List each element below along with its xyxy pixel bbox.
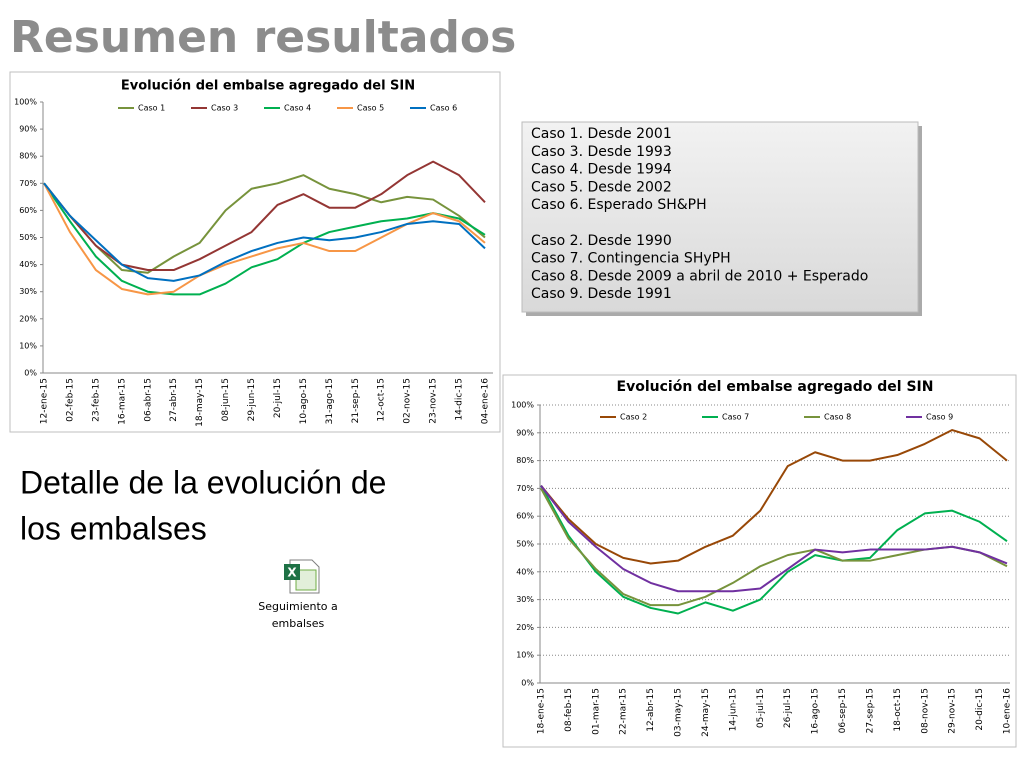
x-tick-label: 02-feb-15 <box>65 378 75 422</box>
cases-box <box>521 121 919 313</box>
series-line <box>43 182 486 296</box>
x-tick-label: 20-dic-15 <box>975 688 985 731</box>
slide-title: Resumen resultados <box>10 12 516 63</box>
x-tick-label: 14-jun-15 <box>728 688 738 731</box>
x-tick-label: 06-sep-15 <box>838 688 848 733</box>
x-tick-label: 04-ene-16 <box>481 378 491 424</box>
x-tick-label: 10-ago-15 <box>299 378 309 424</box>
x-tick-label: 23-nov-15 <box>429 378 439 424</box>
x-tick-label: 26-jul-15 <box>783 688 793 728</box>
x-tick-label: 21-sep-15 <box>351 378 361 423</box>
y-tick-label: 10% <box>19 341 37 350</box>
chart-title: Evolución del embalse agregado del SIN <box>121 79 415 94</box>
detail-text: los embalses <box>20 510 207 546</box>
y-tick-label: 60% <box>19 206 37 215</box>
y-tick-label: 50% <box>516 540 534 549</box>
y-tick-label: 0% <box>521 679 534 688</box>
x-tick-label: 16-mar-15 <box>117 378 127 425</box>
x-tick-label: 10-ene-16 <box>1003 688 1013 734</box>
svg-text:X: X <box>287 566 297 580</box>
case-line: Caso 9. Desde 1991 <box>531 286 672 302</box>
x-tick-label: 02-nov-15 <box>403 378 413 424</box>
y-tick-label: 20% <box>516 623 534 632</box>
icon-label: embalses <box>272 617 325 630</box>
y-tick-label: 20% <box>19 314 37 323</box>
y-tick-label: 10% <box>516 651 534 660</box>
case-line: Caso 7. Contingencia SHyPH <box>531 251 731 267</box>
x-tick-label: 29-nov-15 <box>948 688 958 734</box>
case-line: Caso 4. Desde 1994 <box>531 162 672 178</box>
series-line <box>540 429 1008 565</box>
y-tick-label: 90% <box>516 428 534 437</box>
legend-label: Caso 5 <box>357 104 384 113</box>
legend-label: Caso 4 <box>284 104 311 113</box>
y-tick-label: 30% <box>19 287 37 296</box>
y-tick-label: 90% <box>19 125 37 134</box>
y-tick-label: 100% <box>14 98 37 107</box>
series-line <box>540 485 1008 593</box>
x-tick-label: 05-jul-15 <box>756 688 766 728</box>
y-tick-label: 60% <box>516 512 534 521</box>
legend-label: Caso 8 <box>824 413 851 422</box>
x-tick-label: 01-mar-15 <box>591 688 601 735</box>
y-tick-label: 50% <box>19 233 37 242</box>
x-tick-label: 18-may-15 <box>195 378 205 427</box>
x-tick-label: 27-sep-15 <box>865 688 875 733</box>
case-line: Caso 1. Desde 2001 <box>531 126 672 142</box>
case-line: Caso 2. Desde 1990 <box>531 233 672 249</box>
x-tick-label: 24-may-15 <box>701 688 711 737</box>
x-tick-label: 03-may-15 <box>674 688 684 737</box>
series-line <box>43 182 486 282</box>
x-tick-label: 23-feb-15 <box>91 378 101 422</box>
series-line <box>540 485 1008 615</box>
x-tick-label: 31-ago-15 <box>325 378 335 424</box>
y-tick-label: 70% <box>19 179 37 188</box>
x-tick-label: 12-oct-15 <box>377 378 387 422</box>
case-line: Caso 6. Esperado SH&PH <box>531 197 707 213</box>
legend-label: Caso 3 <box>211 104 238 113</box>
x-tick-label: 14-dic-15 <box>455 378 465 421</box>
x-tick-label: 18-ene-15 <box>537 688 547 734</box>
excel-icon: X <box>284 559 320 594</box>
x-tick-label: 22-mar-15 <box>619 688 629 735</box>
case-line: Caso 3. Desde 1993 <box>531 144 672 160</box>
legend-label: Caso 6 <box>430 104 457 113</box>
icon-label: Seguimiento a <box>258 600 338 613</box>
y-tick-label: 70% <box>516 484 534 493</box>
y-tick-label: 80% <box>19 152 37 161</box>
legend-label: Caso 1 <box>138 104 165 113</box>
x-tick-label: 18-oct-15 <box>893 688 903 732</box>
y-tick-label: 40% <box>516 567 534 576</box>
x-tick-label: 12-ene-15 <box>40 378 50 424</box>
case-line: Caso 8. Desde 2009 a abril de 2010 + Esp… <box>531 268 868 284</box>
series-line <box>43 174 486 274</box>
x-tick-label: 27-abr-15 <box>169 378 179 422</box>
x-tick-label: 16-ago-15 <box>811 688 821 734</box>
legend-label: Caso 7 <box>722 413 749 422</box>
y-tick-label: 40% <box>19 260 37 269</box>
x-tick-label: 08-nov-15 <box>920 688 930 734</box>
x-tick-label: 08-feb-15 <box>564 688 574 732</box>
x-tick-label: 06-abr-15 <box>143 378 153 422</box>
legend-label: Caso 2 <box>620 413 647 422</box>
y-tick-label: 80% <box>516 456 534 465</box>
legend-label: Caso 9 <box>926 413 953 422</box>
y-tick-label: 0% <box>24 369 37 378</box>
x-tick-label: 08-jun-15 <box>221 378 231 421</box>
x-tick-label: 29-jun-15 <box>247 378 257 421</box>
series-line <box>43 182 486 296</box>
x-tick-label: 20-jul-15 <box>273 378 283 418</box>
case-line: Caso 5. Desde 2002 <box>531 179 672 195</box>
x-tick-label: 12-abr-15 <box>646 688 656 732</box>
y-tick-label: 100% <box>511 401 534 410</box>
y-tick-label: 30% <box>516 595 534 604</box>
detail-text: Detalle de la evolución de <box>20 464 386 500</box>
chart-title: Evolución del embalse agregado del SIN <box>617 379 934 395</box>
